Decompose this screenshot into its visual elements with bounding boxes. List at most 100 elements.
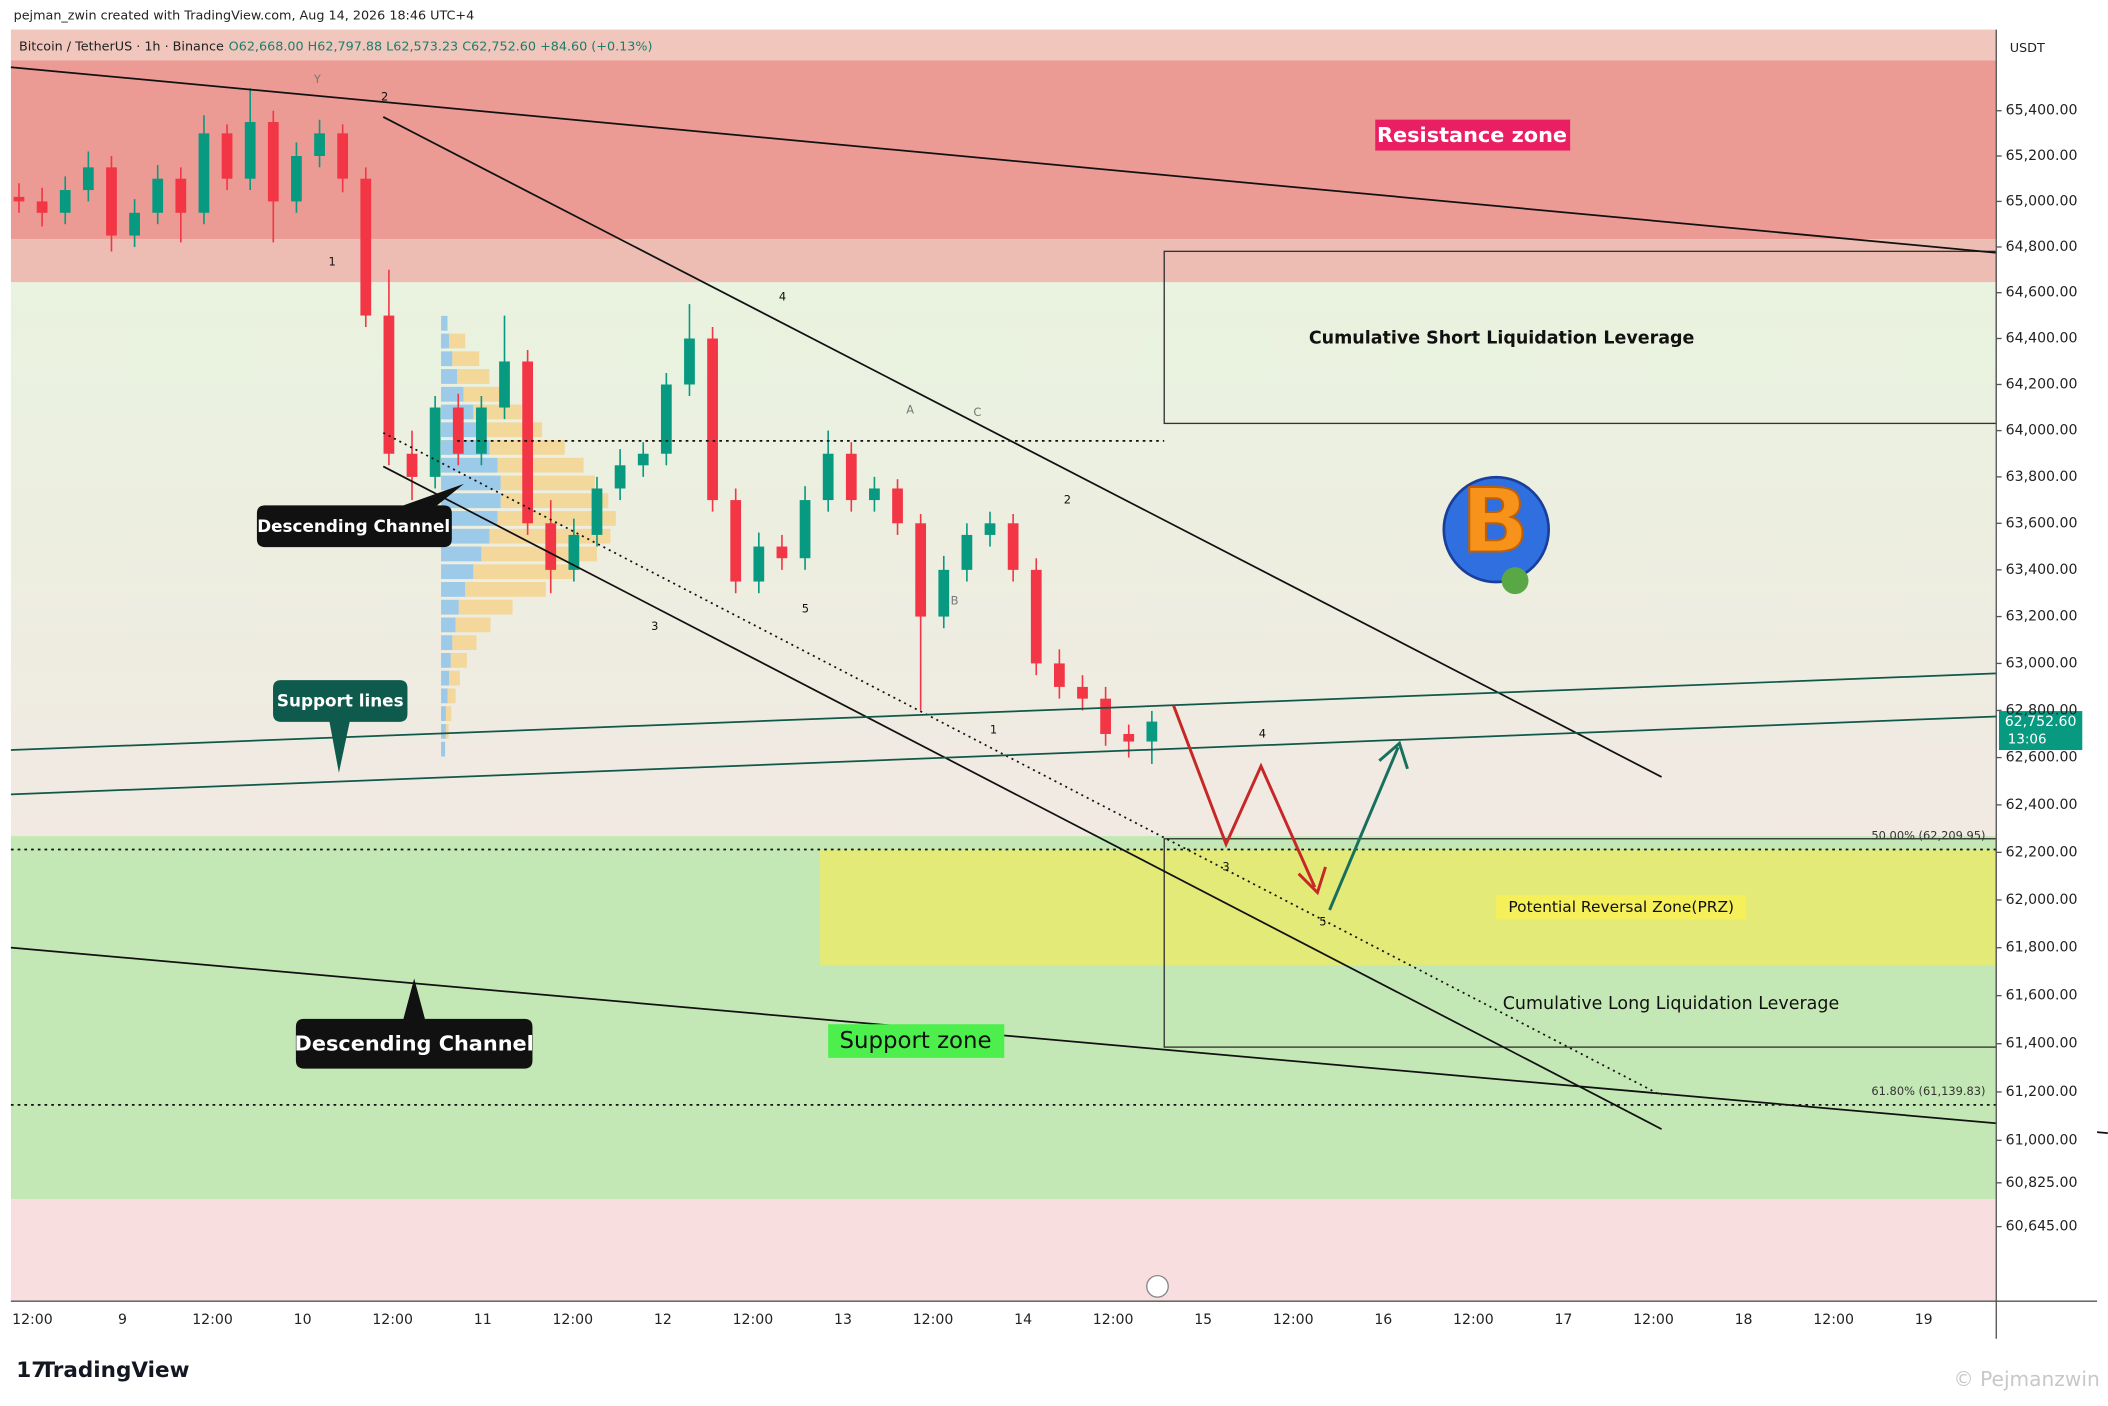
price-tag-bg xyxy=(1998,711,2083,751)
y-tick-label: 65,000.00 xyxy=(2006,193,2078,209)
x-tick-label: 12:00 xyxy=(913,1312,954,1328)
wave-label: A xyxy=(906,402,914,416)
profile-bar xyxy=(441,635,453,651)
profile-bar xyxy=(441,617,456,633)
profile-bar xyxy=(450,652,467,668)
profile-bar xyxy=(445,723,449,739)
y-tick-label: 63,600.00 xyxy=(2006,515,2078,531)
resistance-label-bg xyxy=(1375,119,1571,151)
y-tick-label: 60,645.00 xyxy=(2006,1219,2078,1235)
lower-zone xyxy=(10,1198,1997,1302)
profile-bar xyxy=(441,652,451,668)
candle-body xyxy=(961,534,973,570)
profile-bar xyxy=(441,688,448,704)
profile-bar xyxy=(500,475,595,491)
support-callout: Support lines xyxy=(277,691,404,711)
x-tick-label: 17 xyxy=(1554,1312,1572,1328)
candle-body xyxy=(545,523,557,570)
currency: USDT xyxy=(2010,41,2045,56)
fib-label: 61.80% (61,139.83) xyxy=(1871,1084,1985,1098)
y-tick-label: 61,200.00 xyxy=(2006,1084,2078,1100)
long-liq-label: Cumulative Long Liquidation Leverage xyxy=(1503,994,1839,1014)
wave-label: 1 xyxy=(329,255,336,269)
callout xyxy=(273,680,408,773)
candle-body xyxy=(267,122,279,202)
candle-body xyxy=(406,453,418,477)
y-tick-label: 60,825.00 xyxy=(2006,1175,2078,1191)
profile-bar xyxy=(441,706,446,722)
callout xyxy=(256,483,464,548)
callout xyxy=(295,978,533,1069)
candle-body xyxy=(13,196,25,202)
profile-bar xyxy=(441,369,458,384)
candle-body xyxy=(198,133,210,213)
x-tick-label: 12:00 xyxy=(1453,1312,1494,1328)
profile-bar xyxy=(441,741,446,757)
candle-body xyxy=(660,384,672,454)
wave-label: Y xyxy=(313,72,321,86)
profile-bar xyxy=(473,564,573,580)
bitcoin-logo: B xyxy=(1442,468,1550,595)
y-tick-label: 61,400.00 xyxy=(2006,1036,2078,1052)
profile-bar xyxy=(452,351,480,367)
candle-body xyxy=(776,546,788,559)
profile-bar xyxy=(449,333,466,349)
x-tick-label: 12:00 xyxy=(1633,1312,1674,1328)
profile-bar xyxy=(463,386,504,402)
x-tick-label: 12:00 xyxy=(372,1312,413,1328)
candle-body xyxy=(36,201,48,213)
time-axis: 12:00 9 12:00 10 12:00 11 12:00 12 12:00 13 12:00 1… xyxy=(12,1312,1933,1328)
price-axis xyxy=(1996,29,2098,1339)
wave-label: 4 xyxy=(1259,726,1266,740)
candle-body xyxy=(730,500,742,582)
x-tick-label: 15 xyxy=(1194,1312,1212,1328)
wave-label: 2 xyxy=(1064,493,1071,507)
y-tick-label: 64,000.00 xyxy=(2006,423,2078,439)
profile-bar xyxy=(441,333,450,349)
candle-body xyxy=(175,178,187,213)
profile-bar xyxy=(441,582,466,597)
profile-bar xyxy=(458,599,513,615)
profile-bar xyxy=(441,670,450,686)
long-channel-line xyxy=(10,946,2108,1135)
brand-icon: 17 xyxy=(16,1358,46,1383)
candle-body xyxy=(845,453,857,501)
y-tick-label: 62,800.00 xyxy=(2006,702,2078,718)
x-tick-label: 12:00 xyxy=(733,1312,774,1328)
short-liq-label: Cumulative Short Liquidation Leverage xyxy=(1309,329,1695,349)
candle-body xyxy=(684,338,695,385)
brand: TradingView xyxy=(40,1358,189,1383)
y-tick-label: 62,600.00 xyxy=(2006,750,2078,766)
candle-body xyxy=(244,122,256,179)
profile-bar xyxy=(441,351,453,367)
x-tick-label: 9 xyxy=(118,1312,127,1328)
wave-label: 5 xyxy=(1319,915,1326,929)
candle-body xyxy=(568,534,580,570)
profile-bar xyxy=(441,723,446,739)
candle-body xyxy=(822,453,834,501)
candle-body xyxy=(314,133,325,157)
x-tick-label: 12 xyxy=(654,1312,672,1328)
watermark: © Pejmanzwin xyxy=(1954,1367,2100,1391)
support-zone-label: Support zone xyxy=(840,1028,992,1054)
resistance-zone xyxy=(10,60,1997,240)
profile-bar xyxy=(452,635,477,651)
y-tick-label: 62,400.00 xyxy=(2006,797,2078,813)
candle-body xyxy=(799,500,811,559)
profile-bar xyxy=(482,422,543,438)
channel-upper xyxy=(382,116,1662,778)
profile-bar xyxy=(441,599,459,615)
profile-bar xyxy=(441,546,482,562)
support-zone-bg xyxy=(828,1024,1005,1058)
y-tick-label: 65,400.00 xyxy=(2006,103,2078,119)
wave-label: 1 xyxy=(990,722,997,736)
candle-body xyxy=(1146,721,1158,742)
y-tick-label: 61,000.00 xyxy=(2006,1132,2078,1148)
channel-lower xyxy=(382,465,1662,1130)
wave-label: 3 xyxy=(651,619,658,633)
x-tick-label: 12:00 xyxy=(1813,1312,1854,1328)
candle-body xyxy=(1054,663,1065,687)
y-tick-label: 62,000.00 xyxy=(2006,892,2078,908)
candle-body xyxy=(152,178,164,213)
candle-body xyxy=(221,133,233,179)
